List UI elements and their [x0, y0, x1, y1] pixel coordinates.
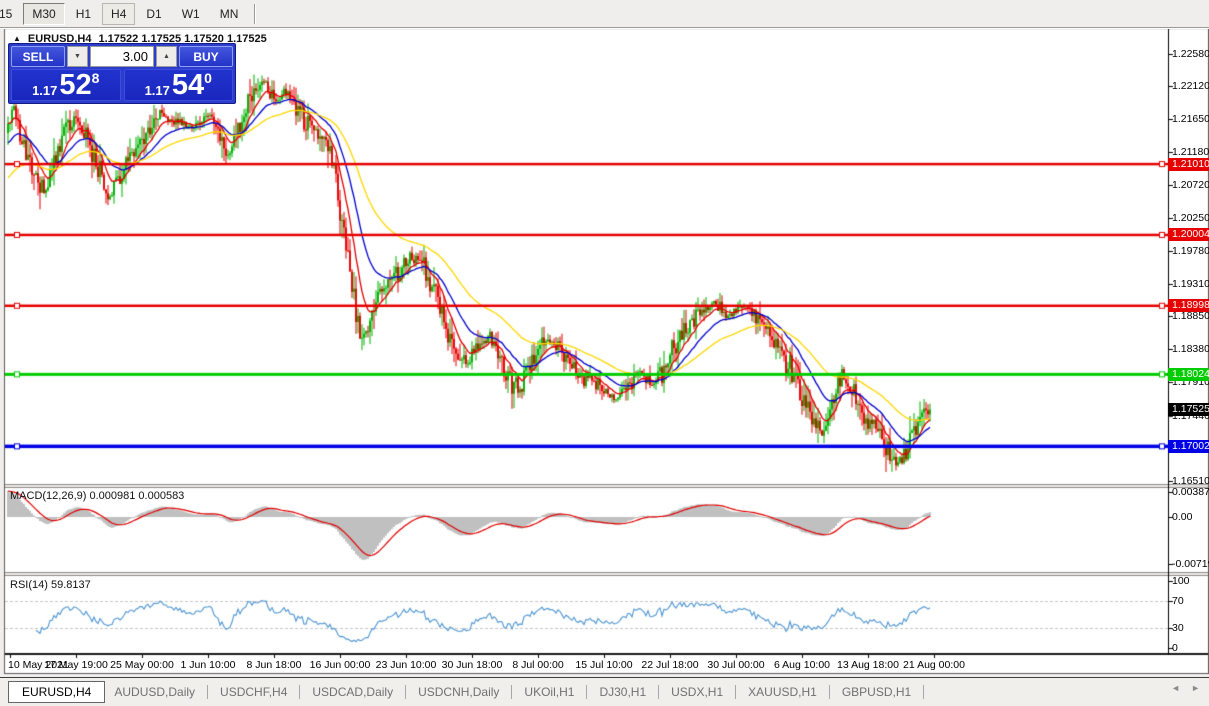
symbol-tab-usdchf-h4[interactable]: USDCHF,H4	[220, 685, 288, 699]
rsi-indicator-label: RSI(14) 59.8137	[10, 579, 91, 591]
chart-tab-bar: EURUSD,H4 AUDUSD,Daily USDCHF,H4 USDCAD,Dai…	[0, 677, 1209, 706]
tab-separator	[207, 685, 209, 699]
tab-separator	[511, 685, 513, 699]
buy-price-sup: 0	[204, 70, 212, 86]
chevron-up-icon: ▲	[163, 53, 170, 60]
macd-name: MACD(12,26,9)	[10, 490, 87, 502]
time-axis-label: 17 May 19:00	[44, 659, 108, 671]
volume-input[interactable]: 3.00	[90, 46, 154, 67]
tabs-scroll-left-icon[interactable]: ◄	[1171, 683, 1181, 693]
time-axis-label: 30 Jul 00:00	[707, 659, 765, 671]
macd-axis-tick: -0.007195	[1172, 558, 1209, 570]
price-axis-tick: 1.16510	[1172, 475, 1209, 487]
tab-separator	[586, 685, 588, 699]
tab-separator	[923, 685, 925, 699]
price-axis-tick: 1.22580	[1172, 47, 1209, 60]
time-axis-label: 23 Jun 10:00	[375, 659, 437, 671]
period-toolbar: 15 M30 H1 H4 D1 W1 MN	[0, 0, 1209, 28]
sell-price-box[interactable]: 1.17 52 8	[11, 69, 121, 101]
tabs-scroll-right-icon[interactable]: ►	[1191, 683, 1200, 693]
symbol-tab-usdx-h1[interactable]: USDX,H1	[671, 685, 724, 699]
macd-axis-tick: 0.00	[1172, 511, 1193, 523]
rsi-value: 59.8137	[50, 579, 91, 591]
hline-price-badge: 1.18998	[1168, 299, 1209, 313]
tab-separator	[658, 685, 660, 699]
hline-price-badge: 1.21010	[1168, 157, 1209, 171]
volume-decrease-button[interactable]: ▼	[67, 46, 88, 67]
toolbar-separator	[254, 3, 257, 24]
chart-title: ▲ EURUSD,H4 1.17522 1.17525 1.17520 1.17…	[13, 33, 267, 45]
price-axis-tick: 1.18380	[1172, 343, 1209, 356]
timeframe-button-d1[interactable]: D1	[146, 6, 162, 21]
tab-separator	[299, 685, 301, 699]
time-axis-label: 30 Jun 18:00	[441, 659, 503, 671]
symbol-tab-eurusd-h4[interactable]: EURUSD,H4	[8, 681, 106, 703]
symbol-tab-ukoil-h1[interactable]: UKOil,H1	[524, 685, 575, 699]
time-axis-label: 6 Aug 10:00	[773, 659, 831, 671]
time-axis-label: 13 Aug 18:00	[837, 659, 899, 671]
one-click-trading-panel: SELL ▼ 3.00 ▲ BUY 1.17 52 8 1.17 54 0	[8, 43, 236, 104]
symbol-tab-gbpusd-h1[interactable]: GBPUSD,H1	[841, 685, 912, 699]
tab-separator	[828, 685, 830, 699]
price-axis-tick: 1.19780	[1172, 244, 1209, 257]
sell-price-prefix: 1.17	[32, 83, 58, 99]
time-axis-label: 15 Jul 10:00	[575, 659, 633, 671]
sell-price-big: 52	[59, 69, 92, 102]
price-axis-tick: 1.19310	[1172, 277, 1209, 290]
timeframe-button-m30[interactable]: M30	[23, 2, 65, 25]
hline-price-badge: 1.17002	[1168, 439, 1209, 453]
price-axis-tick: 1.21180	[1172, 146, 1209, 159]
symbol-tab-dj30-h1[interactable]: DJ30,H1	[599, 685, 647, 699]
sell-price-sup: 8	[91, 70, 100, 86]
time-axis-label: 8 Jun 18:00	[246, 659, 302, 671]
time-axis-label: 10 May 2021	[8, 659, 69, 671]
price-axis-tick: 1.21650	[1172, 113, 1209, 126]
hline-price-badge: 1.20004	[1168, 228, 1209, 242]
symbol-tab-xauusd-h1[interactable]: XAUUSD,H1	[748, 685, 817, 699]
tab-separator	[735, 685, 737, 699]
timeframe-button-mn[interactable]: MN	[219, 6, 239, 21]
tab-separator	[405, 685, 407, 699]
macd-values: 0.000981 0.000583	[89, 490, 185, 502]
price-axis-tick: 1.20250	[1172, 211, 1209, 224]
buy-price-box[interactable]: 1.17 54 0	[123, 69, 233, 102]
collapse-panel-icon[interactable]: ▲	[13, 34, 21, 43]
rsi-name: RSI(14)	[10, 579, 48, 591]
buy-button[interactable]: BUY	[179, 46, 233, 67]
timeframe-button-h1[interactable]: H1	[75, 6, 92, 21]
rsi-axis-tick: 0	[1172, 642, 1178, 654]
timeframe-button-w1[interactable]: W1	[181, 6, 200, 21]
rsi-axis-tick: 70	[1172, 595, 1184, 608]
sell-button[interactable]: SELL	[11, 46, 65, 67]
price-axis-tick: 1.20720	[1172, 178, 1209, 191]
price-axis-tick: 1.22120	[1172, 79, 1209, 92]
symbol-tab-usdcnh-daily[interactable]: USDCNH,Daily	[418, 685, 500, 699]
volume-increase-button[interactable]: ▲	[156, 46, 177, 67]
timeframe-button-15[interactable]: 15	[0, 6, 13, 21]
buy-price-big: 54	[171, 69, 205, 102]
symbol-tab-usdcad-daily[interactable]: USDCAD,Daily	[312, 685, 394, 699]
rsi-axis-tick: 100	[1172, 575, 1190, 587]
time-axis-label: 21 Aug 00:00	[903, 659, 965, 671]
hline-price-badge: 1.18024	[1168, 367, 1209, 381]
time-axis-label: 25 May 00:00	[110, 659, 174, 671]
timeframe-button-h4[interactable]: H4	[102, 2, 136, 25]
chart-ohlc-values: 1.17522 1.17525 1.17520 1.17525	[98, 33, 267, 45]
macd-axis-tick: 0.003873	[1172, 486, 1209, 498]
rsi-axis-tick: 30	[1172, 621, 1184, 634]
chart-symbol-label: EURUSD,H4	[27, 33, 92, 45]
symbol-tab-audusd-daily[interactable]: AUDUSD,Daily	[114, 685, 196, 699]
time-axis-label: 8 Jul 00:00	[512, 659, 564, 671]
macd-indicator-label: MACD(12,26,9) 0.000981 0.000583	[10, 490, 184, 502]
chevron-down-icon: ▼	[74, 53, 81, 60]
time-axis-label: 1 Jun 10:00	[180, 659, 236, 671]
time-axis-label: 22 Jul 18:00	[641, 659, 699, 671]
bid-price-badge: 1.17525	[1168, 403, 1209, 417]
price-axis-tick: 1.18850	[1172, 310, 1209, 323]
buy-price-prefix: 1.17	[144, 83, 170, 99]
time-axis-label: 16 Jun 00:00	[309, 659, 371, 671]
